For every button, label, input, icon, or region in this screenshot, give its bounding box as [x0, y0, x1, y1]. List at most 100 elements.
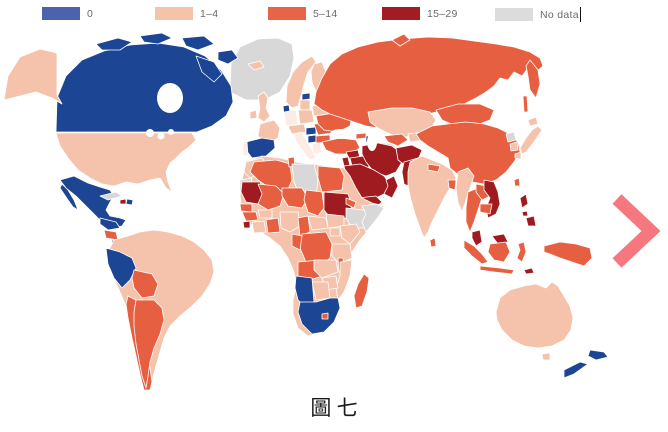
- region-niger: [281, 187, 309, 209]
- region-uk: [257, 91, 271, 123]
- region-senegal: [239, 203, 253, 213]
- region-iran: [361, 142, 403, 177]
- region-estonia: [301, 92, 311, 101]
- region-hungary: [305, 126, 317, 136]
- region-arctic-island: [217, 49, 239, 65]
- region-chad: [303, 189, 325, 217]
- region-kamchatka: [525, 59, 541, 99]
- legend-item-15-29: 15–29: [382, 7, 458, 20]
- great-lake-water: [157, 132, 165, 140]
- black-sea-water: [330, 129, 350, 139]
- region-sulawesi: [516, 241, 527, 263]
- region-baffin: [195, 55, 223, 83]
- region-novaya-zemlya: [391, 33, 411, 47]
- region-greece: [311, 142, 323, 155]
- legend-item-1-4: 1–4: [155, 7, 218, 20]
- region-taiwan: [513, 177, 521, 187]
- legend-swatch-1-4: [155, 7, 193, 20]
- hudson-bay-water: [157, 83, 183, 113]
- text-cursor: [579, 7, 582, 22]
- region-central-african-republic: [307, 215, 329, 231]
- region-ghana: [265, 217, 281, 234]
- region-dominican-republic: [125, 198, 134, 206]
- region-argentina: [133, 299, 165, 389]
- region-tasmania: [541, 352, 551, 361]
- region-haiti: [119, 198, 127, 205]
- chevron-right-icon[interactable]: [612, 194, 661, 268]
- legend-label: 15–29: [427, 7, 458, 20]
- region-lesotho: [321, 312, 329, 320]
- great-lake-water: [168, 129, 174, 135]
- legend-swatch-0: [42, 7, 80, 20]
- region-sumatra: [463, 239, 489, 265]
- legend-item-5-14: 5–14: [268, 7, 338, 20]
- region-norway-sweden: [285, 55, 317, 109]
- region-mali: [257, 183, 285, 211]
- region-cuba: [99, 191, 123, 201]
- region-iceland: [247, 60, 265, 71]
- region-japan-hokkaido: [527, 116, 539, 127]
- region-eritrea: [345, 197, 357, 209]
- region-south-africa: [297, 297, 341, 335]
- legend-label: 0: [87, 7, 94, 20]
- region-central-europe: [287, 123, 307, 135]
- region-timor: [523, 267, 535, 275]
- legend-item-0: 0: [42, 7, 93, 20]
- region-guinea: [241, 211, 259, 222]
- figure-caption: 圖 七: [310, 396, 358, 420]
- region-serbia: [307, 134, 317, 144]
- region-north-korea: [505, 131, 517, 143]
- region-canada: [55, 42, 234, 133]
- region-sakhalin: [522, 95, 529, 113]
- region-georgia: [355, 132, 367, 140]
- region-japan-honshu: [519, 125, 543, 155]
- region-australia: [495, 281, 574, 349]
- region-poland: [297, 109, 315, 125]
- region-zambia: [313, 259, 339, 279]
- region-alaska: [3, 48, 63, 105]
- region-peru: [105, 247, 137, 289]
- legend-swatch-5-14: [268, 7, 306, 20]
- region-china: [415, 121, 521, 185]
- region-arctic-island: [95, 37, 133, 51]
- carousel-next-button[interactable]: [606, 190, 668, 282]
- region-germany: [283, 109, 299, 127]
- region-mozambique: [335, 259, 353, 301]
- region-cambodia: [479, 203, 493, 215]
- region-somalia: [361, 203, 385, 233]
- great-lake-water: [146, 129, 154, 137]
- region-congo-gabon: [291, 233, 303, 251]
- region-ireland: [249, 109, 258, 120]
- region-nigeria: [279, 211, 301, 233]
- region-india: [407, 155, 457, 239]
- region-bangladesh: [447, 179, 457, 191]
- region-portugal: [242, 140, 249, 157]
- legend-label: 5–14: [313, 7, 338, 20]
- region-egypt: [317, 165, 345, 193]
- legend-label: No data: [540, 8, 579, 21]
- region-visayas: [521, 210, 529, 217]
- region-oman: [383, 175, 399, 199]
- region-uzbekistan: [383, 133, 409, 147]
- region-new-zealand-north: [587, 349, 609, 361]
- region-spain: [245, 137, 276, 159]
- region-malaysia: [471, 229, 483, 247]
- region-japan-kyushu: [514, 151, 522, 160]
- region-nepal: [427, 163, 441, 173]
- region-bolivia: [131, 269, 159, 299]
- region-burkina-faso: [257, 209, 273, 219]
- region-new-zealand-south: [563, 361, 589, 379]
- region-greenland: [229, 37, 295, 101]
- region-sierra-leone: [242, 220, 251, 229]
- region-arctic-island: [181, 35, 215, 51]
- region-myanmar: [455, 167, 475, 213]
- region-nicaragua-costa-rica: [103, 229, 119, 241]
- region-usa: [55, 132, 197, 193]
- region-mindanao: [525, 215, 537, 227]
- region-uganda: [329, 227, 341, 237]
- region-sri-lanka: [429, 237, 437, 248]
- region-guatemala-honduras: [99, 217, 121, 231]
- region-cameroon: [297, 215, 311, 237]
- legend-item-no-data: No data: [495, 7, 582, 22]
